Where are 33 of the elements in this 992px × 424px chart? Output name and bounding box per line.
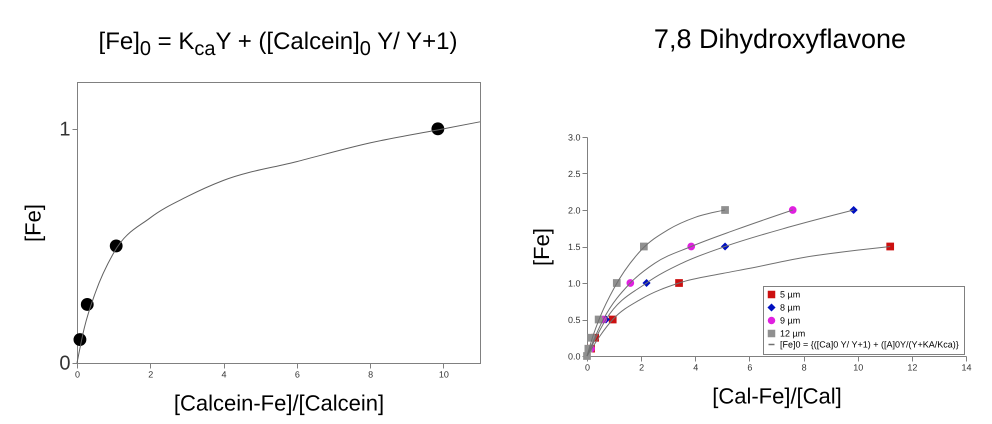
legend-label: 9 µm — [780, 316, 800, 326]
y-tick-label: 2.5 — [568, 169, 580, 179]
x-tick-label: 2 — [148, 370, 154, 380]
x-tick-label: 0 — [74, 370, 80, 380]
y-tick-label: 0.0 — [568, 352, 580, 362]
y-tick-label: 1 — [59, 118, 70, 140]
x-tick-label: 14 — [961, 362, 972, 372]
y-axis-title: [Fe] — [20, 204, 46, 242]
x-tick-label: 10 — [438, 370, 449, 380]
x-tick-label: 10 — [853, 362, 864, 372]
x-tick-label: 8 — [368, 370, 374, 380]
legend-label: [Fe]0 = {([Ca]0 Y/ Y+1) + ([A]0Y/(Y+KA/Kca)} — [780, 340, 959, 350]
x-tick-label: 6 — [747, 362, 752, 372]
y-tick-label: 3.0 — [568, 132, 580, 142]
y-tick-label: 2.0 — [568, 206, 580, 216]
legend-label: 12 µm — [780, 328, 806, 338]
x-tick-label: 6 — [294, 370, 300, 380]
legend-label: 5 µm — [780, 290, 800, 300]
x-tick-label: 8 — [802, 362, 807, 372]
x-tick-label: 4 — [222, 370, 227, 380]
chart-title: 7,8 Dihydroxyflavone — [652, 24, 908, 55]
x-axis-title: [Calcein-Fe]/[Calcein] — [174, 390, 384, 416]
chart-title: [Fe]$_{0}$ = K$_{ca}$Y + ([Calcein]$_{0}$ Y/ Y+1) — [98, 28, 458, 61]
x-tick-label: 0 — [584, 362, 590, 372]
y-axis-title: [Fe] — [528, 228, 554, 266]
y-tick-label: 1.5 — [568, 242, 580, 252]
y-tick-label: 0.5 — [568, 315, 580, 325]
legend-label: 8 µm — [780, 302, 800, 312]
y-tick-label: 1.0 — [568, 278, 580, 288]
x-axis-title: [Cal-Fe]/[Cal] — [712, 384, 842, 408]
x-tick-label: 12 — [907, 362, 918, 372]
x-tick-label: 2 — [639, 362, 644, 372]
x-tick-label: 4 — [693, 362, 698, 372]
